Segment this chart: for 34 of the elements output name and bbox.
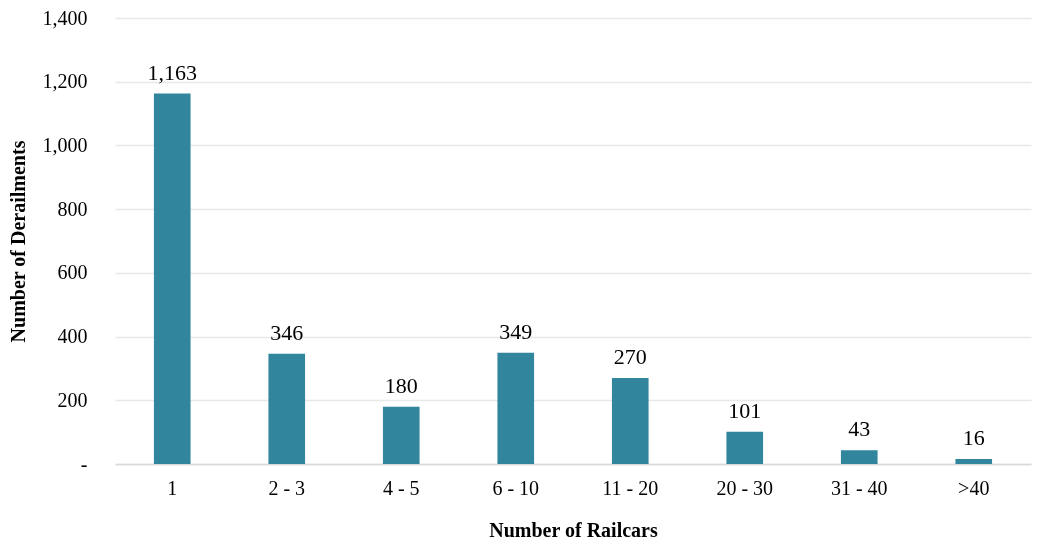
data-label: 1,163	[147, 59, 197, 85]
y-tick-label: 1,400	[42, 6, 88, 29]
y-tick-label: 600	[57, 261, 88, 284]
bar	[497, 352, 535, 464]
bar	[268, 353, 306, 464]
bar	[840, 450, 878, 464]
bar	[955, 458, 993, 464]
x-tick-label: >40	[958, 476, 990, 499]
y-tick-label: 200	[57, 388, 88, 411]
data-label: 43	[848, 416, 871, 442]
bar	[611, 377, 649, 464]
y-tick-label: 1,200	[42, 70, 88, 93]
bar	[153, 93, 191, 464]
data-label: 349	[499, 318, 533, 344]
x-axis-title: Number of Railcars	[489, 518, 658, 541]
y-tick-label: -	[80, 452, 88, 475]
data-label: 346	[270, 319, 304, 345]
x-tick-label: 31 - 40	[830, 476, 888, 499]
y-axis-title: Number of Derailments	[6, 140, 29, 343]
x-tick-label: 20 - 30	[716, 476, 774, 499]
x-tick-label: 6 - 10	[492, 476, 540, 499]
x-tick-label: 2 - 3	[268, 476, 306, 499]
y-tick-label: 400	[57, 325, 88, 348]
x-tick-label: 1	[167, 476, 178, 499]
data-label: 270	[613, 343, 647, 369]
x-tick-label: 11 - 20	[602, 476, 659, 499]
data-label: 101	[728, 397, 762, 423]
data-label: 16	[962, 424, 985, 450]
bar	[726, 431, 764, 464]
y-tick-label: 1,000	[42, 133, 88, 156]
y-tick-label: 800	[57, 197, 88, 220]
x-tick-label: 4 - 5	[382, 476, 420, 499]
data-label: 180	[384, 372, 418, 398]
bar	[382, 406, 420, 464]
